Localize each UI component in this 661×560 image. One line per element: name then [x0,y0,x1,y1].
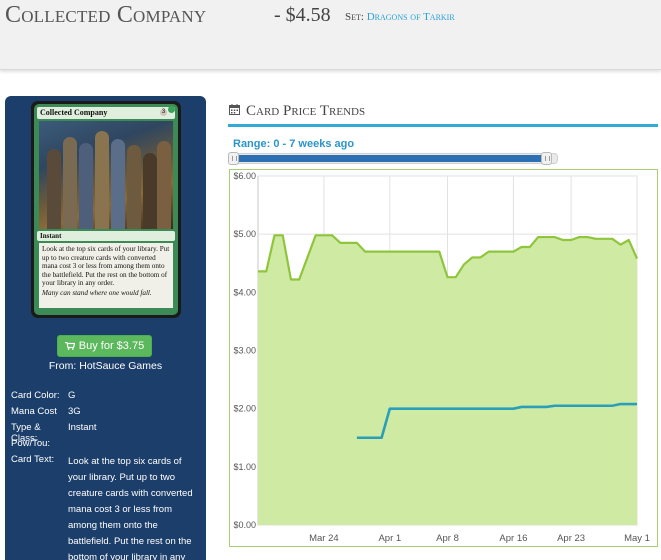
art-figure [47,149,61,229]
card-price: - $4.58 [274,4,331,26]
range-slider[interactable] [228,152,558,165]
price-area-line [258,234,639,281]
card-image-cost: 3 [159,106,175,116]
price-trends-heading: Card Price Trends [229,103,365,120]
art-figure [127,145,141,229]
card-image[interactable]: Collected Company 3 Instant Look at the … [31,101,181,318]
y-tick-label: $3.00 [233,346,256,356]
card-image-flavor: Many can stand where one would fall. [42,288,152,297]
detail-label: Card Color: [11,390,60,401]
art-figure [111,139,125,229]
art-figure [95,131,109,229]
card-image-type: Instant [37,231,175,241]
card-details: Card Color: G Mana Cost 3G Type & Class:… [11,390,206,560]
mana-generic-icon: 3 [160,109,167,116]
seller-info: From: HotSauce Games [5,360,206,372]
detail-value: G [68,390,76,401]
y-tick-label: $2.00 [233,404,256,414]
art-figure [143,153,157,229]
detail-label: Mana Cost [11,406,57,417]
detail-label: Pow/Tou: [11,438,51,449]
card-image-name: Collected Company [37,107,175,119]
buy-button[interactable]: Buy for $3.75 [57,335,152,357]
x-tick-label: Apr 23 [557,533,585,544]
detail-label: Card Text: [11,454,55,465]
x-tick-label: Apr 8 [436,533,459,544]
card-frame: Collected Company 3 Instant Look at the … [34,104,178,315]
range-slider-fill [233,155,551,162]
detail-label: Type & Class: [11,422,41,444]
detail-row-pow-tou: Pow/Tou: [11,438,206,454]
card-image-name-text: Collected Company [40,108,108,117]
x-tick-label: Mar 24 [309,533,339,544]
detail-row-mana-cost: Mana Cost 3G [11,406,206,422]
mana-green-icon [168,106,175,113]
price-trends-title: Card Price Trends [246,103,366,119]
buy-button-label: Buy for $3.75 [78,340,145,352]
art-figure [63,137,77,229]
y-tick-label: $1.00 [233,462,256,472]
art-figure [157,141,171,229]
price-chart-svg: $0.00 $1.00 $2.00 $3.00 $4.00 $5.00 $6.00 Mar 2… [233,171,650,544]
y-tick-label: $0.00 [233,520,256,530]
range-handle-end[interactable] [541,152,552,165]
y-tick-label: $6.00 [233,171,256,181]
range-label: Range: 0 - 7 weeks ago [233,138,355,150]
set-link[interactable]: Dragons of Tarkir [366,11,455,23]
seller-name: HotSauce Games [79,360,163,372]
x-tick-label: Apr 16 [499,533,527,544]
price-chart: $0.00 $1.00 $2.00 $3.00 $4.00 $5.00 $6.00 Mar 2… [229,169,658,547]
seller-prefix: From: [48,360,80,372]
card-info-panel: Collected Company 3 Instant Look at the … [5,96,206,560]
x-tick-label: May 1 [624,533,650,544]
range-handle-start[interactable] [228,152,239,165]
detail-row-color: Card Color: G [11,390,206,406]
y-tick-label: $4.00 [233,287,256,297]
art-figure [79,143,93,229]
card-image-footer [39,307,173,312]
calendar-icon [229,104,240,115]
detail-row-card-text: Card Text: Look at the top six cards of … [11,454,206,560]
section-divider [228,124,658,127]
card-image-text-box: Look at the top six cards of your librar… [39,243,173,308]
price-area-fill [258,235,637,525]
detail-value: 3G [68,406,81,417]
card-title: Collected Company [5,2,207,28]
detail-value: Look at the top six cards of your librar… [68,456,193,560]
card-image-rules: Look at the top six cards of your librar… [42,245,170,288]
price-line [356,402,637,440]
x-tick-label: Apr 1 [378,533,401,544]
page-header: Collected Company - $4.58 Set: Dragons o… [0,0,661,70]
cart-icon [64,342,75,350]
detail-row-type: Type & Class: Instant [11,422,206,444]
set-label: Set: [345,11,364,23]
y-tick-label: $5.00 [233,229,256,239]
set-info: Set: Dragons of Tarkir [345,11,455,23]
detail-value: Instant [68,422,97,433]
card-art [39,121,173,229]
